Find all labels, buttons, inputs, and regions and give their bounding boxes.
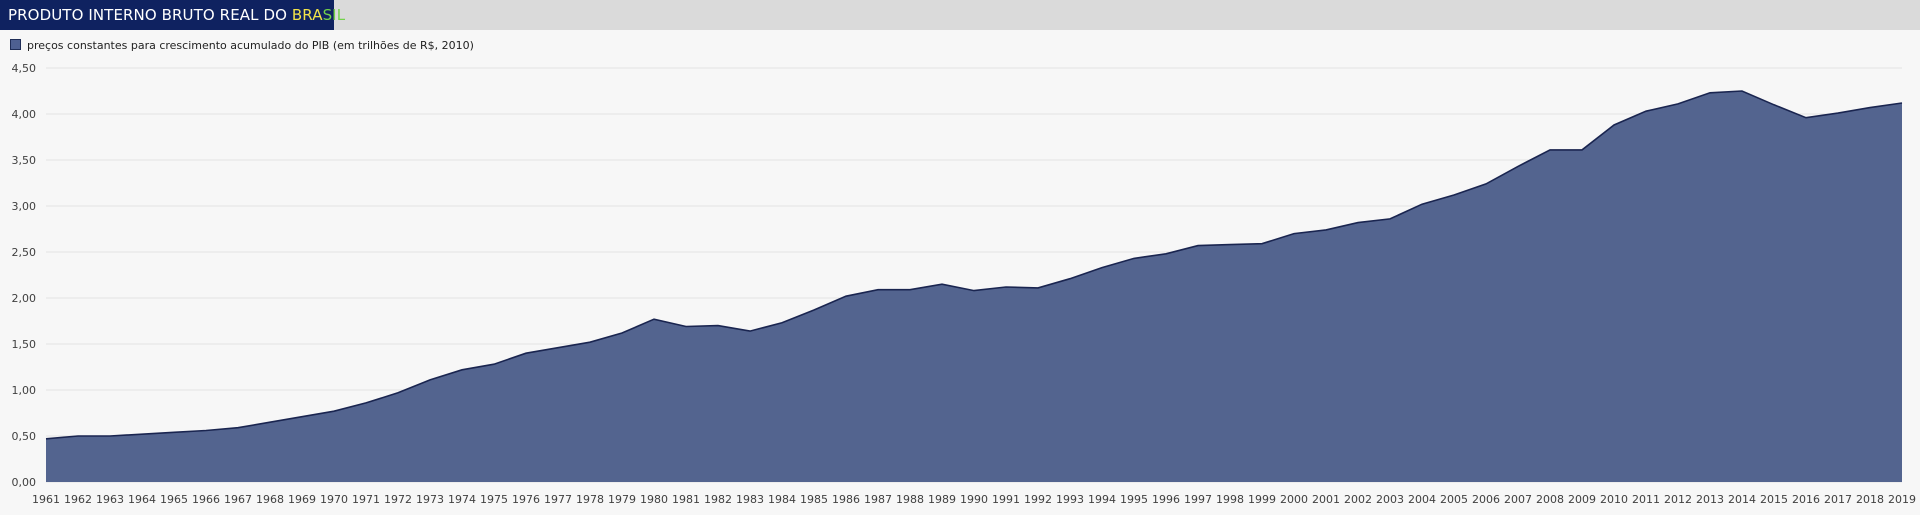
x-tick-label: 2015 [1760,493,1788,506]
x-tick-label: 1976 [512,493,540,506]
x-tick-label: 2002 [1344,493,1372,506]
title-bra: BRA [291,6,323,24]
x-tick-label: 2019 [1888,493,1916,506]
x-tick-label: 1968 [256,493,284,506]
x-axis: 1961 1962 1963 1964 1965 1966 1967 1968 1969 1970… [32,493,1916,506]
x-tick-label: 1992 [1024,493,1052,506]
chart-legend: preços constantes para crescimento acumu… [10,39,474,53]
x-tick-label: 1999 [1248,493,1276,506]
x-tick-label: 1986 [832,493,860,506]
y-tick-label: 2,00 [12,292,37,305]
x-tick-label: 1989 [928,493,956,506]
y-tick-label: 3,00 [12,200,37,213]
x-tick-label: 2014 [1728,493,1756,506]
y-tick-label: 4,50 [12,62,37,75]
x-tick-label: 1987 [864,493,892,506]
x-tick-label: 1985 [800,493,828,506]
x-tick-label: 1991 [992,493,1020,506]
x-tick-label: 1980 [640,493,668,506]
x-tick-label: 2016 [1792,493,1820,506]
x-tick-label: 1996 [1152,493,1180,506]
x-tick-label: 1970 [320,493,348,506]
x-tick-label: 1971 [352,493,380,506]
x-tick-label: 2012 [1664,493,1692,506]
x-tick-label: 2003 [1376,493,1404,506]
x-tick-label: 1975 [480,493,508,506]
x-tick-label: 2009 [1568,493,1596,506]
page-title: PRODUTO INTERNO BRUTO REAL DO BRASIL [0,0,345,30]
x-tick-label: 2007 [1504,493,1532,506]
x-tick-label: 1963 [96,493,124,506]
x-tick-label: 1998 [1216,493,1244,506]
x-tick-label: 1983 [736,493,764,506]
y-tick-label: 1,00 [12,384,37,397]
y-tick-label: 0,00 [12,476,37,489]
x-tick-label: 1988 [896,493,924,506]
x-tick-label: 1997 [1184,493,1212,506]
x-tick-label: 2005 [1440,493,1468,506]
x-tick-label: 1967 [224,493,252,506]
x-tick-label: 2004 [1408,493,1436,506]
y-tick-label: 2,50 [12,246,37,259]
x-tick-label: 1982 [704,493,732,506]
x-tick-label: 1979 [608,493,636,506]
x-tick-label: 1962 [64,493,92,506]
y-tick-label: 3,50 [12,154,37,167]
x-tick-label: 2006 [1472,493,1500,506]
x-tick-label: 1977 [544,493,572,506]
x-tick-label: 1990 [960,493,988,506]
x-tick-label: 2000 [1280,493,1308,506]
y-tick-label: 4,00 [12,108,37,121]
x-tick-label: 1994 [1088,493,1116,506]
y-axis: 0,00 0,50 1,00 1,50 2,00 2,50 3,00 3,50 4,00 4,50 [12,62,37,489]
title-sil: SIL [322,6,346,24]
x-tick-label: 2010 [1600,493,1628,506]
gdp-area [46,91,1902,482]
x-tick-label: 2008 [1536,493,1564,506]
x-tick-label: 1966 [192,493,220,506]
x-tick-label: 1974 [448,493,476,506]
x-tick-label: 1964 [128,493,156,506]
x-tick-label: 1995 [1120,493,1148,506]
x-tick-label: 1965 [160,493,188,506]
x-tick-label: 1993 [1056,493,1084,506]
x-tick-label: 1969 [288,493,316,506]
x-tick-label: 1978 [576,493,604,506]
x-tick-label: 1981 [672,493,700,506]
x-tick-label: 1972 [384,493,412,506]
x-tick-label: 2017 [1824,493,1852,506]
x-tick-label: 1961 [32,493,60,506]
x-tick-label: 2001 [1312,493,1340,506]
gdp-line [45,90,1903,440]
x-tick-label: 1973 [416,493,444,506]
x-tick-label: 2011 [1632,493,1660,506]
x-tick-label: 1984 [768,493,796,506]
y-tick-label: 1,50 [12,338,37,351]
x-tick-label: 2018 [1856,493,1884,506]
legend-swatch [10,39,21,50]
title-main: PRODUTO INTERNO BRUTO REAL DO [8,6,292,24]
legend-label: preços constantes para crescimento acumu… [27,39,474,52]
x-tick-label: 2013 [1696,493,1724,506]
y-tick-label: 0,50 [12,430,37,443]
